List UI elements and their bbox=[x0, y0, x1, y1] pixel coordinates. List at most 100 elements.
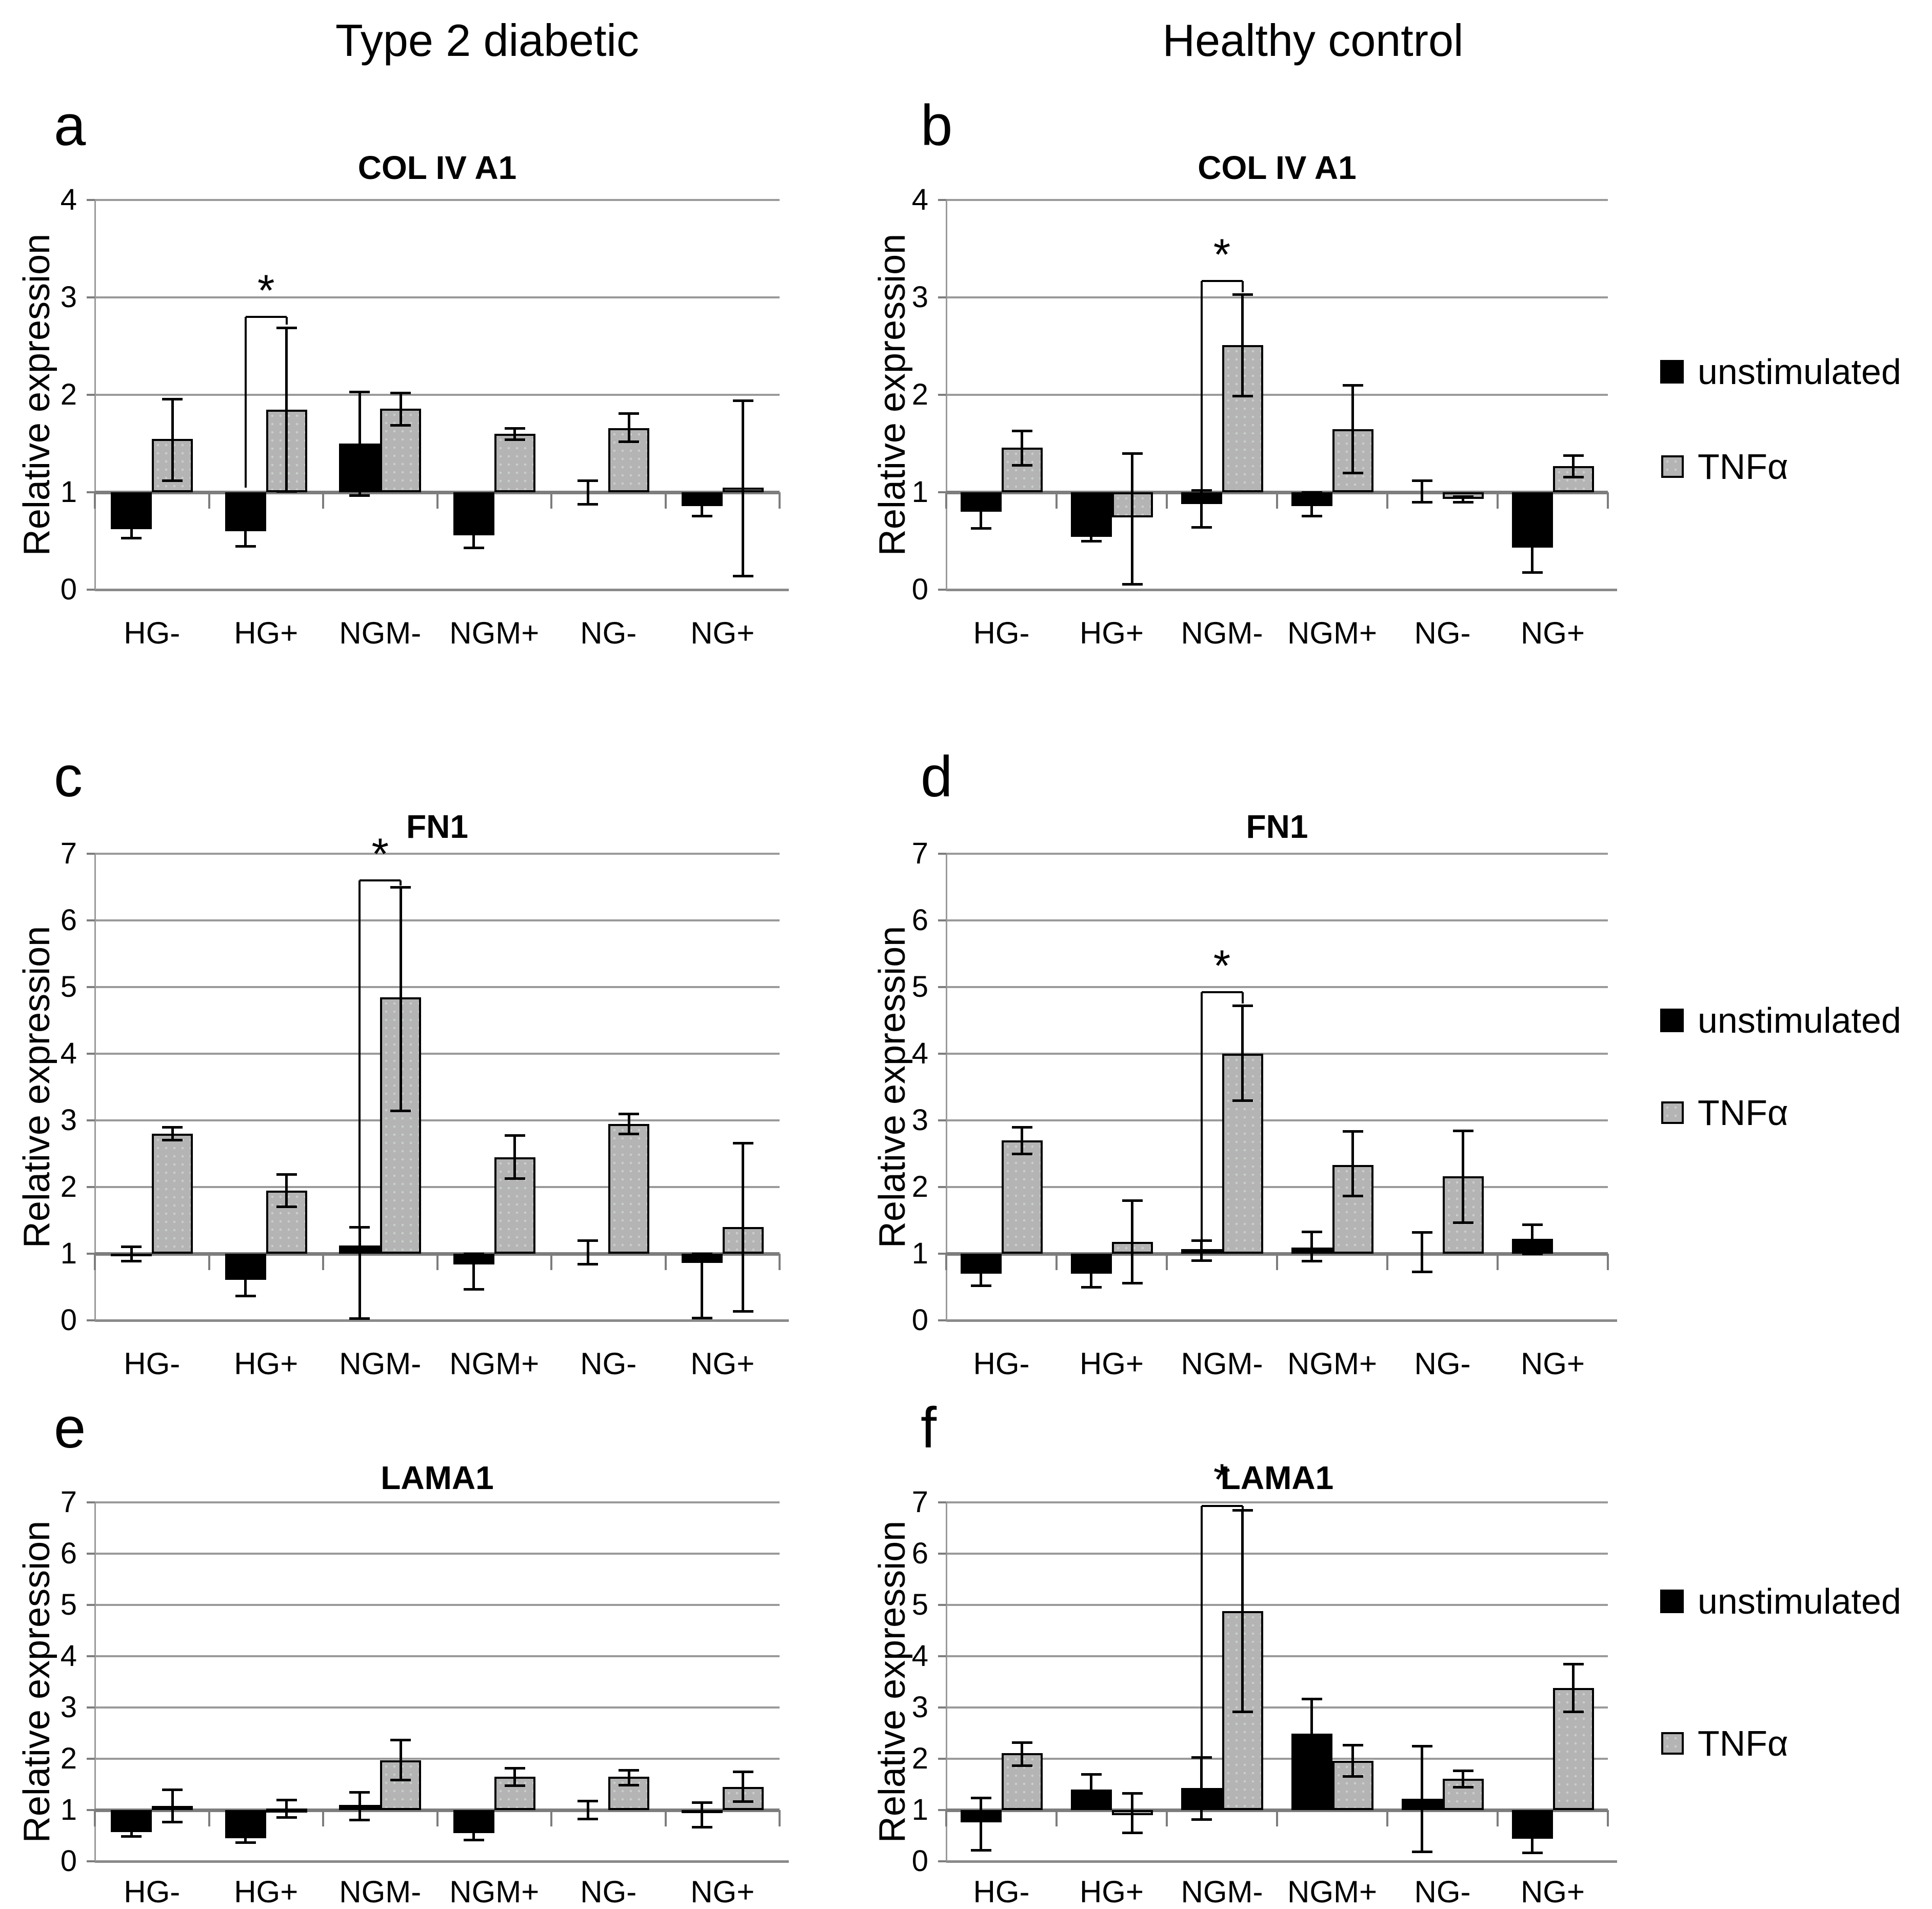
x-tick-label-HG-: HG- bbox=[124, 1875, 181, 1909]
y-tick-mark-6 bbox=[938, 919, 946, 921]
error-cap-bottom bbox=[1232, 1099, 1253, 1102]
gridline-y2 bbox=[95, 1186, 780, 1188]
sig-bracket-bar bbox=[1201, 991, 1243, 994]
x-tick-label-HG+: HG+ bbox=[234, 616, 298, 650]
error-bar-tnf-NG- bbox=[627, 413, 630, 442]
y-tick-mark-0 bbox=[938, 1860, 946, 1862]
gridline-y2 bbox=[946, 394, 1608, 396]
error-cap-bottom bbox=[1563, 475, 1584, 478]
error-cap-bottom bbox=[1081, 1286, 1102, 1289]
y-tick-label-7: 7 bbox=[911, 1485, 928, 1519]
x-tick-label-NGM-: NGM- bbox=[339, 1875, 422, 1909]
category-tick-3 bbox=[1276, 1810, 1278, 1826]
y-tick-mark-5 bbox=[938, 1604, 946, 1606]
y-tick-label-3: 3 bbox=[911, 1103, 928, 1137]
y-tick-mark-7 bbox=[87, 853, 95, 855]
error-cap-bottom bbox=[504, 438, 525, 441]
error-bar-tnf-NG+ bbox=[742, 1143, 745, 1311]
sig-star: * bbox=[257, 266, 275, 315]
error-cap-bottom bbox=[1411, 501, 1432, 504]
error-cap-bottom bbox=[1011, 464, 1032, 467]
error-bar-tnf-NG- bbox=[1462, 1130, 1464, 1222]
gridline-y3 bbox=[946, 1706, 1608, 1709]
y-tick-mark-2 bbox=[87, 1758, 95, 1760]
error-bar-tnf-NGM- bbox=[1241, 1006, 1244, 1100]
error-cap-top bbox=[1122, 452, 1143, 455]
error-cap-top bbox=[390, 392, 411, 395]
gridline-y6 bbox=[946, 919, 1608, 921]
error-cap-bottom bbox=[732, 575, 753, 578]
category-tick-5 bbox=[664, 1254, 667, 1270]
error-cap-bottom bbox=[1342, 1194, 1363, 1197]
error-cap-top bbox=[691, 1253, 712, 1255]
category-tick-5 bbox=[1497, 492, 1499, 509]
y-tick-label-4: 4 bbox=[911, 1639, 928, 1673]
error-bar-unstimulated-HG- bbox=[980, 1798, 982, 1850]
error-bar-tnf-NGM+ bbox=[1351, 1745, 1354, 1776]
error-bar-tnf-HG+ bbox=[1131, 1200, 1133, 1283]
category-tick-1 bbox=[208, 1810, 210, 1826]
error-cap-bottom bbox=[1301, 514, 1322, 517]
x-tick-label-NGM-: NGM- bbox=[339, 616, 422, 650]
x-tick-label-NGM-: NGM- bbox=[339, 1347, 422, 1381]
y-tick-mark-1 bbox=[938, 1809, 946, 1811]
y-tick-label-2: 2 bbox=[911, 1170, 928, 1203]
error-cap-bottom bbox=[1122, 1282, 1143, 1285]
x-tick-label-HG+: HG+ bbox=[234, 1347, 298, 1381]
error-cap-top bbox=[1081, 532, 1102, 535]
error-cap-top bbox=[276, 326, 297, 329]
error-cap-top bbox=[1301, 1698, 1322, 1700]
gridline-y3 bbox=[95, 1706, 780, 1709]
error-cap-top bbox=[390, 1739, 411, 1741]
error-cap-bottom bbox=[619, 440, 640, 444]
error-cap-bottom bbox=[732, 1800, 753, 1803]
y-tick-label-2: 2 bbox=[60, 1742, 77, 1775]
y-tick-mark-3 bbox=[938, 296, 946, 298]
error-cap-bottom bbox=[970, 527, 991, 530]
error-cap-top bbox=[732, 1142, 753, 1145]
error-cap-bottom bbox=[121, 1260, 142, 1263]
error-bar-tnf-NG+ bbox=[742, 400, 745, 576]
error-cap-top bbox=[504, 1134, 525, 1137]
error-bar-tnf-NG+ bbox=[1572, 1664, 1575, 1712]
category-tick-0 bbox=[94, 1254, 96, 1270]
chart-title: FN1 bbox=[1246, 808, 1308, 845]
category-tick-6 bbox=[779, 1254, 781, 1270]
y-tick-mark-1 bbox=[87, 1809, 95, 1811]
x-tick-label-NGM-: NGM- bbox=[1181, 616, 1263, 650]
category-tick-5 bbox=[664, 492, 667, 509]
x-axis-zero-line bbox=[95, 589, 789, 591]
legend-label-tnf: TNFα bbox=[1698, 1093, 1788, 1133]
y-tick-label-5: 5 bbox=[911, 1588, 928, 1621]
error-bar-tnf-NG+ bbox=[1572, 455, 1575, 477]
error-cap-top bbox=[235, 518, 256, 521]
error-bar-tnf-NGM+ bbox=[1351, 385, 1354, 473]
error-bar-tnf-NGM- bbox=[399, 393, 402, 425]
error-cap-bottom bbox=[1122, 582, 1143, 586]
y-tick-label-0: 0 bbox=[60, 573, 77, 606]
error-bar-tnf-HG- bbox=[171, 1127, 174, 1140]
error-cap-bottom bbox=[1342, 472, 1363, 474]
error-cap-bottom bbox=[732, 1310, 753, 1313]
error-cap-bottom bbox=[463, 547, 484, 550]
error-cap-top bbox=[349, 1791, 370, 1794]
sig-bracket-left-arm bbox=[358, 880, 361, 1319]
x-tick-label-NG+: NG+ bbox=[690, 616, 755, 650]
y-tick-label-4: 4 bbox=[60, 183, 77, 216]
y-axis-line bbox=[94, 1502, 96, 1861]
y-tick-label-2: 2 bbox=[60, 1170, 77, 1203]
y-tick-label-4: 4 bbox=[911, 1037, 928, 1070]
error-bar-tnf-NG+ bbox=[742, 1772, 745, 1801]
error-bar-unstimulated-NGM+ bbox=[1310, 492, 1313, 516]
y-axis-line bbox=[946, 1502, 947, 1861]
error-cap-top bbox=[691, 495, 712, 498]
error-cap-bottom bbox=[577, 1262, 599, 1265]
error-bar-tnf-NGM+ bbox=[513, 428, 516, 440]
error-bar-tnf-HG+ bbox=[1131, 453, 1133, 584]
y-tick-mark-2 bbox=[938, 394, 946, 396]
y-tick-label-3: 3 bbox=[60, 1103, 77, 1137]
y-tick-label-5: 5 bbox=[60, 1588, 77, 1621]
gridline-y2 bbox=[95, 394, 780, 396]
error-bar-unstimulated-NGM- bbox=[1200, 490, 1203, 528]
y-tick-label-3: 3 bbox=[911, 1691, 928, 1724]
